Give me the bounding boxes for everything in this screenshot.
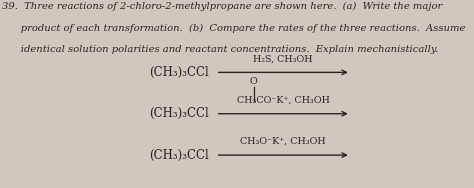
Text: (CH₃)₃CCl: (CH₃)₃CCl xyxy=(149,107,209,120)
Text: 39.  Three reactions of 2-chloro-2-methylpropane are shown here.  (a)  Write the: 39. Three reactions of 2-chloro-2-methyl… xyxy=(2,2,443,11)
Text: O: O xyxy=(250,77,257,86)
Text: product of each transformation.  (b)  Compare the rates of the three reactions. : product of each transformation. (b) Comp… xyxy=(2,24,466,33)
Text: H₂S, CH₃OH: H₂S, CH₃OH xyxy=(254,55,313,64)
Text: (CH₃)₃CCl: (CH₃)₃CCl xyxy=(149,149,209,162)
Text: CH₃CO⁻K⁺, CH₃OH: CH₃CO⁻K⁺, CH₃OH xyxy=(237,95,329,104)
Text: CH₃O⁻K⁺, CH₃OH: CH₃O⁻K⁺, CH₃OH xyxy=(240,137,326,146)
Text: identical solution polarities and reactant concentrations.  Explain mechanistica: identical solution polarities and reacta… xyxy=(2,45,438,54)
Text: (CH₃)₃CCl: (CH₃)₃CCl xyxy=(149,66,209,79)
